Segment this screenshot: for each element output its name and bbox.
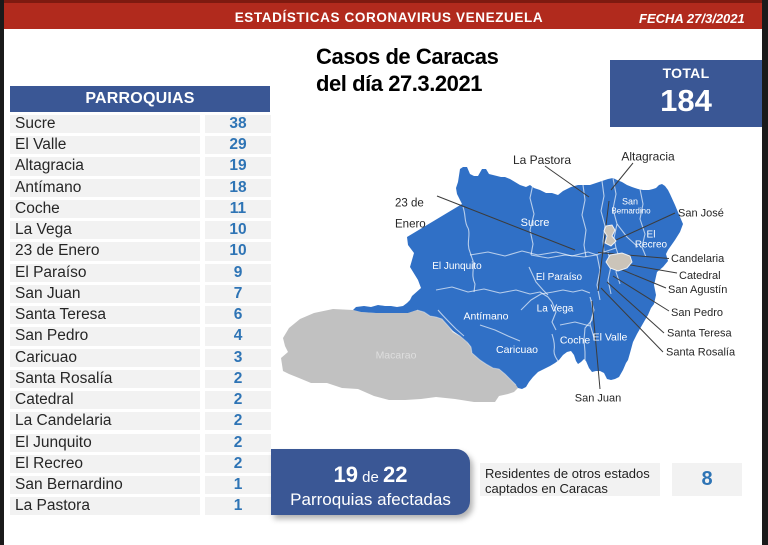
svg-text:La Pastora: La Pastora xyxy=(513,153,571,167)
svg-text:Santa Rosalía: Santa Rosalía xyxy=(666,347,736,359)
svg-text:Santa Teresa: Santa Teresa xyxy=(667,328,733,340)
svg-text:El Junquito: El Junquito xyxy=(432,261,482,272)
svg-text:Recreo: Recreo xyxy=(635,240,668,251)
svg-text:Macarao: Macarao xyxy=(376,350,417,362)
svg-text:23 de: 23 de xyxy=(395,198,424,210)
svg-text:Bernardino: Bernardino xyxy=(611,207,651,216)
svg-text:Caricuao: Caricuao xyxy=(496,344,538,356)
svg-text:Altagracia: Altagracia xyxy=(621,150,675,164)
svg-text:Antímano: Antímano xyxy=(464,311,509,323)
svg-text:San José: San José xyxy=(678,208,724,220)
svg-text:Sucre: Sucre xyxy=(521,217,550,229)
svg-text:La Vega: La Vega xyxy=(537,304,574,315)
svg-text:Candelaria: Candelaria xyxy=(671,253,725,265)
svg-text:El Valle: El Valle xyxy=(593,332,628,344)
svg-text:San Agustín: San Agustín xyxy=(668,284,727,296)
svg-text:El Paraíso: El Paraíso xyxy=(536,272,583,283)
svg-text:San Pedro: San Pedro xyxy=(671,307,723,319)
svg-text:Catedral: Catedral xyxy=(679,270,721,282)
svg-text:San: San xyxy=(622,197,638,207)
svg-text:Enero: Enero xyxy=(395,219,426,231)
svg-text:San Juan: San Juan xyxy=(575,393,621,405)
svg-text:El: El xyxy=(647,230,656,241)
svg-text:Coche: Coche xyxy=(560,335,591,347)
